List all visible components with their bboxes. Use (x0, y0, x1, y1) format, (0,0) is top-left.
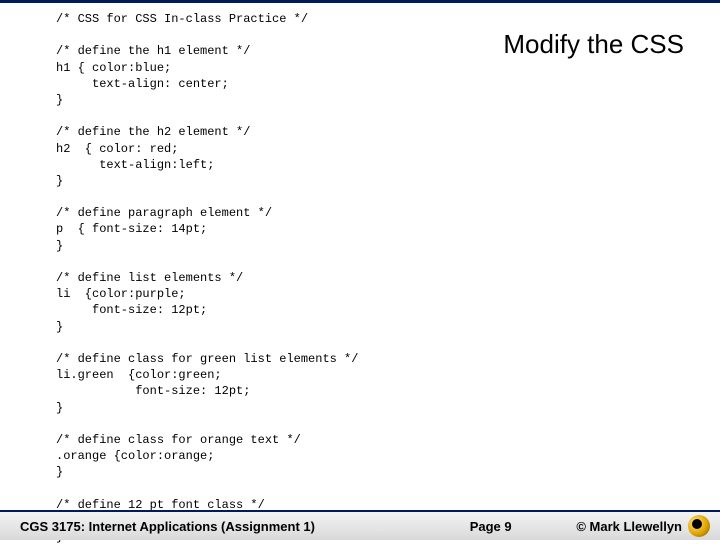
css-code-block: /* CSS for CSS In-class Practice */ /* d… (56, 11, 696, 545)
footer-course: CGS 3175: Internet Applications (Assignm… (20, 519, 315, 534)
footer-right: © Mark Llewellyn (576, 515, 710, 537)
slide-content: Modify the CSS /* CSS for CSS In-class P… (56, 11, 696, 504)
slide-footer: CGS 3175: Internet Applications (Assignm… (0, 510, 720, 540)
footer-copyright: © Mark Llewellyn (576, 519, 682, 534)
ucf-logo-icon (688, 515, 710, 537)
slide-title: Modify the CSS (503, 29, 684, 60)
slide: Modify the CSS /* CSS for CSS In-class P… (0, 0, 720, 540)
footer-page: Page 9 (315, 519, 576, 534)
